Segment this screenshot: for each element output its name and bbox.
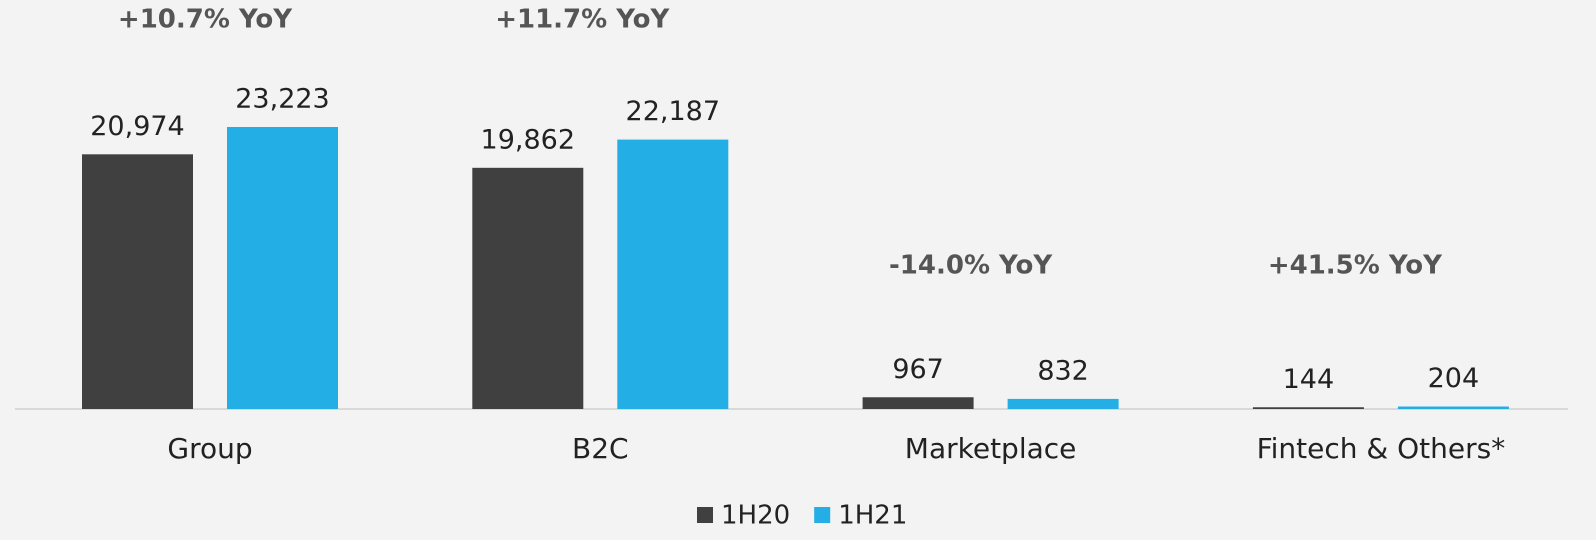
- annotation: +10.7% YoY: [118, 5, 293, 35]
- x-tick-label: Group: [167, 432, 252, 465]
- bar: [862, 397, 974, 409]
- annotation: +11.7% YoY: [495, 5, 670, 35]
- value-label: 20,974: [90, 111, 184, 142]
- legend-label: 1H21: [838, 501, 907, 531]
- bar: [1007, 398, 1119, 409]
- annotation: +41.5% YoY: [1268, 251, 1443, 281]
- bar: [472, 167, 584, 409]
- value-label: 832: [1037, 355, 1089, 386]
- legend-label: 1H20: [721, 501, 790, 531]
- x-tick-label: Fintech & Others*: [1257, 432, 1506, 465]
- bar: [227, 127, 338, 409]
- bar: [1397, 406, 1509, 409]
- value-label: 204: [1428, 363, 1480, 394]
- bar: [1252, 407, 1364, 409]
- value-label: 23,223: [235, 84, 329, 115]
- value-label: 19,862: [481, 124, 575, 155]
- annotation: -14.0% YoY: [889, 251, 1053, 281]
- value-label: 967: [892, 354, 944, 385]
- x-tick-label: B2C: [572, 432, 629, 465]
- legend-swatch: [814, 507, 831, 523]
- legend-swatch: [697, 507, 713, 523]
- bar: [617, 139, 729, 409]
- x-tick-label: Marketplace: [905, 432, 1077, 465]
- bar: [82, 154, 193, 409]
- value-label: 22,187: [626, 96, 720, 127]
- value-label: 144: [1283, 364, 1335, 395]
